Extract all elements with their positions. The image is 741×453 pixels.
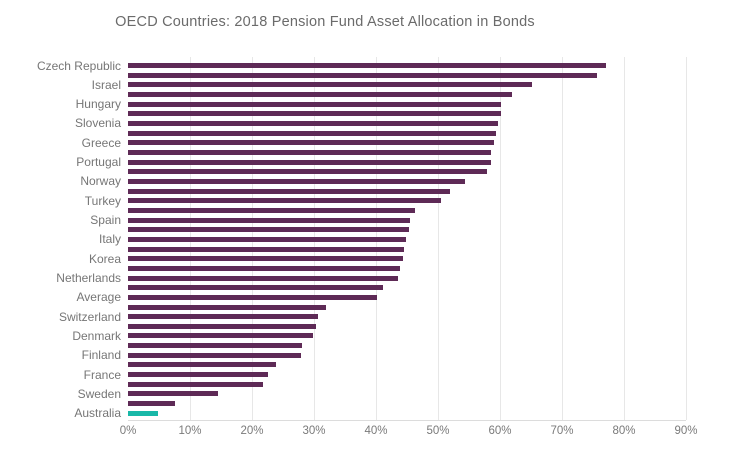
bar-greece-2 (128, 149, 492, 155)
y-axis-label-norway: Norway (80, 174, 121, 189)
bar-average-1 (128, 294, 378, 300)
bar-france-2 (128, 381, 263, 387)
x-axis-label-60pct: 60% (488, 425, 512, 437)
bar-italy-2 (128, 246, 404, 252)
gridline (438, 57, 439, 420)
bar-slovenia-1 (128, 120, 498, 126)
bar-spain-1 (128, 217, 411, 223)
gridline (562, 57, 563, 420)
y-axis-label-portugal: Portugal (76, 155, 121, 170)
bar-switzerland-1 (128, 314, 318, 320)
bar-norway-1 (128, 178, 465, 184)
bar-korea-2 (128, 265, 401, 271)
y-axis-label-average: Average (76, 290, 121, 305)
x-axis-label-10pct: 10% (178, 425, 202, 437)
bar-portugal-2 (128, 169, 487, 175)
bar-spain-2 (128, 227, 409, 233)
y-axis-label-israel: Israel (91, 77, 121, 92)
y-axis-label-korea: Korea (88, 251, 121, 266)
bar-australia (128, 410, 159, 416)
bar-turkey-1 (128, 198, 442, 204)
bar-finland-2 (128, 362, 276, 368)
y-axis-label-france: France (83, 367, 121, 382)
bar-norway-2 (128, 188, 451, 194)
y-axis-label-australia: Australia (74, 406, 121, 421)
bar-finland-1 (128, 352, 301, 358)
bar-czech-republic-1 (128, 63, 607, 68)
bar-hungary-1 (128, 101, 502, 107)
gridline (500, 57, 501, 420)
y-axis-label-denmark: Denmark (72, 328, 121, 343)
gridline (624, 57, 625, 420)
bar-sweden-2 (128, 401, 175, 407)
bar-denmark-2 (128, 343, 303, 349)
bar-netherlands-1 (128, 275, 399, 281)
x-axis-label-80pct: 80% (612, 425, 636, 437)
bar-korea-1 (128, 256, 404, 262)
bar-switzerland-2 (128, 323, 317, 329)
y-axis-label-spain: Spain (90, 213, 121, 228)
bar-israel-2 (128, 91, 512, 97)
bar-netherlands-2 (128, 285, 383, 291)
bar-sweden-1 (128, 391, 218, 397)
bar-czech-republic-2 (128, 72, 598, 78)
y-axis-label-netherlands: Netherlands (56, 271, 121, 286)
y-axis-label-switzerland: Switzerland (58, 309, 121, 324)
gridline (686, 57, 687, 420)
bar-denmark-1 (128, 333, 314, 339)
bar-portugal-1 (128, 159, 491, 165)
bar-slovenia-2 (128, 130, 497, 136)
y-axis-label-slovenia: Slovenia (74, 116, 121, 131)
chart-title: OECD Countries: 2018 Pension Fund Asset … (115, 14, 535, 30)
y-axis-label-hungary: Hungary (75, 97, 121, 112)
y-axis-label-greece: Greece (81, 135, 121, 150)
bar-italy-1 (128, 236, 407, 242)
y-axis-label-turkey: Turkey (84, 193, 121, 208)
bar-israel-1 (128, 82, 533, 88)
y-axis-label-sweden: Sweden (77, 386, 121, 401)
y-axis-label-italy: Italy (98, 232, 121, 247)
bar-hungary-2 (128, 111, 501, 117)
x-axis-label-70pct: 70% (550, 425, 574, 437)
bar-france-1 (128, 372, 268, 378)
bar-average-2 (128, 304, 326, 310)
x-axis-label-0pct: 0% (119, 425, 137, 437)
bar-turkey-2 (128, 207, 416, 213)
x-axis-label-50pct: 50% (426, 425, 450, 437)
bar-greece-1 (128, 140, 494, 146)
x-axis-label-40pct: 40% (364, 425, 388, 437)
plot-area (128, 57, 687, 421)
y-axis-label-finland: Finland (81, 348, 121, 363)
x-axis-label-90pct: 90% (674, 425, 698, 437)
x-axis-label-30pct: 30% (302, 425, 326, 437)
y-axis-label-czech-republic: Czech Republic (36, 58, 121, 73)
x-axis-label-20pct: 20% (240, 425, 264, 437)
